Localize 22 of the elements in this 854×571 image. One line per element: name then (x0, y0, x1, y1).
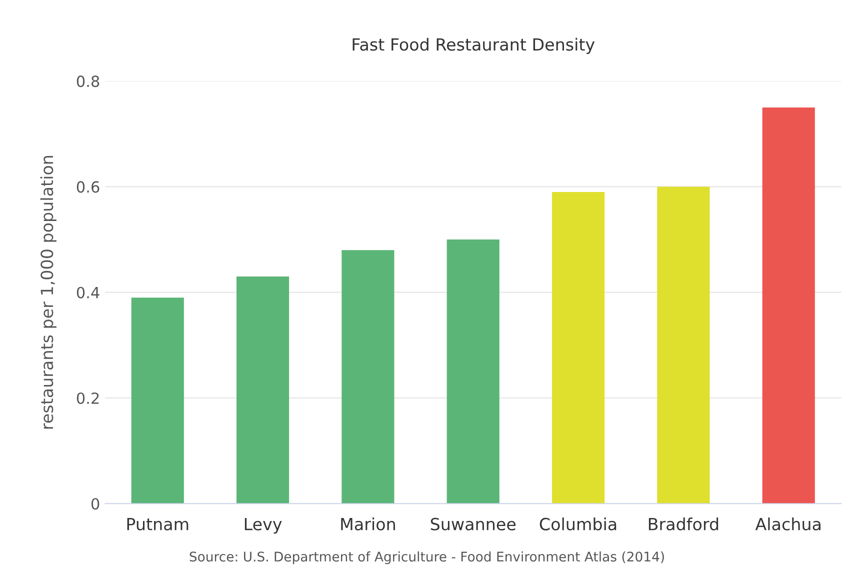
x-tick-label: Bradford (648, 518, 718, 530)
x-tick-label: Alachua (755, 518, 820, 530)
y-tick-label: 0.6 (76, 181, 100, 193)
source-note: Source: U.S. Department of Agriculture - Food Environment Atlas (2014) (190, 551, 664, 564)
y-tick-label: 0 (91, 498, 100, 510)
bar (657, 186, 710, 504)
bar (762, 107, 815, 504)
bar (131, 298, 184, 504)
chart-title: Fast Food Restaurant Density (352, 38, 595, 54)
bar (446, 240, 500, 504)
y-axis-title: restaurants per 1,000 population (40, 156, 56, 429)
x-tick-label: Columbia (540, 518, 616, 530)
bar (552, 192, 605, 504)
x-tick-label: Putnam (127, 518, 188, 530)
x-tick-label: Marion (341, 518, 395, 530)
y-tick-label: 0.8 (76, 76, 100, 88)
bar (342, 250, 394, 504)
x-tick-label: Levy (244, 518, 282, 534)
y-tick-label: 0.4 (76, 286, 100, 298)
y-tick-label: 0.2 (76, 392, 99, 404)
x-tick-label: Suwannee (430, 518, 516, 530)
bar (236, 276, 290, 504)
